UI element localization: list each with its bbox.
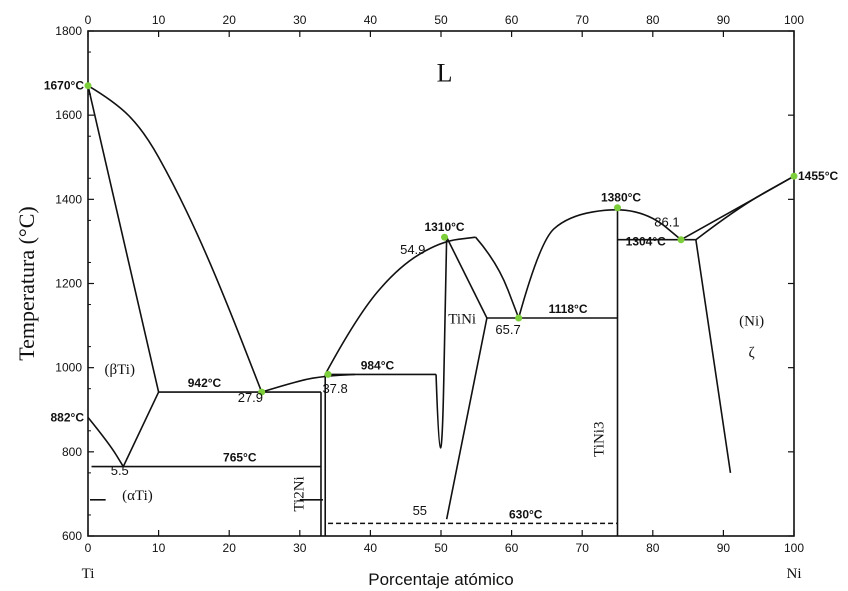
x-tick-label-top: 10: [152, 13, 166, 27]
annotation-label: 882°C: [51, 410, 85, 424]
x-tick-label: 40: [364, 541, 378, 555]
point-marker: [324, 370, 332, 378]
x-tick-label: 70: [576, 541, 590, 555]
point-marker: [258, 388, 266, 396]
x-tick-label: 10: [152, 541, 166, 555]
curve-liquidus-tini3: [517, 209, 682, 319]
annotation-label: 55: [413, 503, 427, 518]
x-tick-label-top: 20: [223, 13, 237, 27]
phase-ti2ni: Ti2Ni: [291, 476, 307, 511]
annotation-label: 942°C: [188, 376, 222, 390]
x-tick-label-top: 70: [576, 13, 590, 27]
annotation-label: 54.9: [400, 242, 425, 257]
curve-liquidus-ti-side: [87, 85, 263, 393]
x-tick-label-top: 0: [85, 13, 92, 27]
x-tick-label: 50: [434, 541, 448, 555]
curve-tini-solidus-right: [445, 236, 488, 319]
curve-solidus-ni-side: [695, 175, 795, 241]
curve-solidus-beta-ti: [87, 85, 160, 393]
x-tick-label: 0: [85, 541, 92, 555]
y-tick-label: 1600: [55, 108, 82, 122]
y-tick-label: 1000: [55, 361, 82, 375]
x-tick-label-top: 30: [293, 13, 307, 27]
annotation-label: 1380°C: [601, 190, 641, 204]
plot-frame: [87, 30, 795, 537]
y-tick-label: 1400: [55, 192, 82, 206]
x-end-label-right: Ni: [787, 566, 802, 582]
annotation-label: 27.9: [238, 390, 263, 405]
x-tick-label-top: 60: [505, 13, 519, 27]
curve-liquidus-tini-right: [474, 236, 520, 319]
curve-beta-ti-eutectoid: [122, 391, 160, 467]
phase-beta-ti: (βTi): [105, 362, 135, 378]
x-end-label-left: Ti: [82, 566, 95, 582]
annotation-label: 1304°C: [626, 235, 666, 249]
x-tick-label: 60: [505, 541, 519, 555]
curve-tini-right-boundary: [445, 317, 488, 520]
annotation-label: 1310°C: [424, 220, 464, 234]
annotation-label: 765°C: [223, 451, 257, 465]
x-tick-label-top: 80: [646, 13, 660, 27]
annotation-label: 1118°C: [549, 302, 588, 316]
phase-alpha-ti: (αTi): [122, 488, 153, 504]
phase-liquid: L: [437, 59, 453, 88]
curve-ni-solvus: [695, 239, 732, 473]
point-marker: [790, 172, 798, 180]
annotation-label: 984°C: [361, 358, 395, 372]
annotation-label: 1670°C: [44, 79, 84, 93]
x-tick-label-top: 40: [364, 13, 378, 27]
annotation-label: 1455°C: [798, 169, 838, 183]
annotation-label: 37.8: [322, 381, 347, 396]
x-tick-label: 100: [784, 541, 804, 555]
curve-liquidus-ti2ni: [261, 373, 355, 393]
x-tick-label: 20: [223, 541, 237, 555]
x-tick-label-top: 100: [784, 13, 804, 27]
phase-tini3: TiNi3: [591, 422, 607, 457]
x-tick-label-top: 90: [717, 13, 731, 27]
y-axis-title: Temperatura (°C): [14, 206, 39, 360]
x-tick-label: 80: [646, 541, 660, 555]
phase-tini: TiNi: [448, 311, 476, 327]
point-marker: [614, 204, 621, 212]
point-marker: [84, 82, 92, 90]
y-tick-label: 800: [62, 445, 82, 459]
phase-ni: (Ni): [739, 314, 764, 330]
annotation-label: 65.7: [495, 322, 520, 337]
curve-liquidus-tini-left: [324, 236, 476, 375]
y-tick-label: 600: [62, 529, 82, 543]
x-axis-title: Porcentaje atómico: [368, 570, 514, 589]
curve-tini-left-boundary: [435, 237, 448, 449]
point-marker: [677, 236, 685, 244]
x-tick-label: 90: [717, 541, 731, 555]
annotation-label: 630°C: [509, 507, 543, 521]
y-tick-label: 1200: [55, 277, 82, 291]
annotation-label: 86.1: [654, 215, 679, 230]
y-tick-label: 1800: [55, 24, 82, 38]
phase-zeta: ζ: [749, 345, 755, 361]
x-tick-label: 30: [293, 541, 307, 555]
annotation-label: 5.5: [111, 463, 129, 478]
point-marker: [515, 314, 523, 322]
x-tick-label-top: 50: [434, 13, 448, 27]
curve-beta-ti-solvus: [87, 416, 124, 467]
point-marker: [441, 233, 449, 241]
